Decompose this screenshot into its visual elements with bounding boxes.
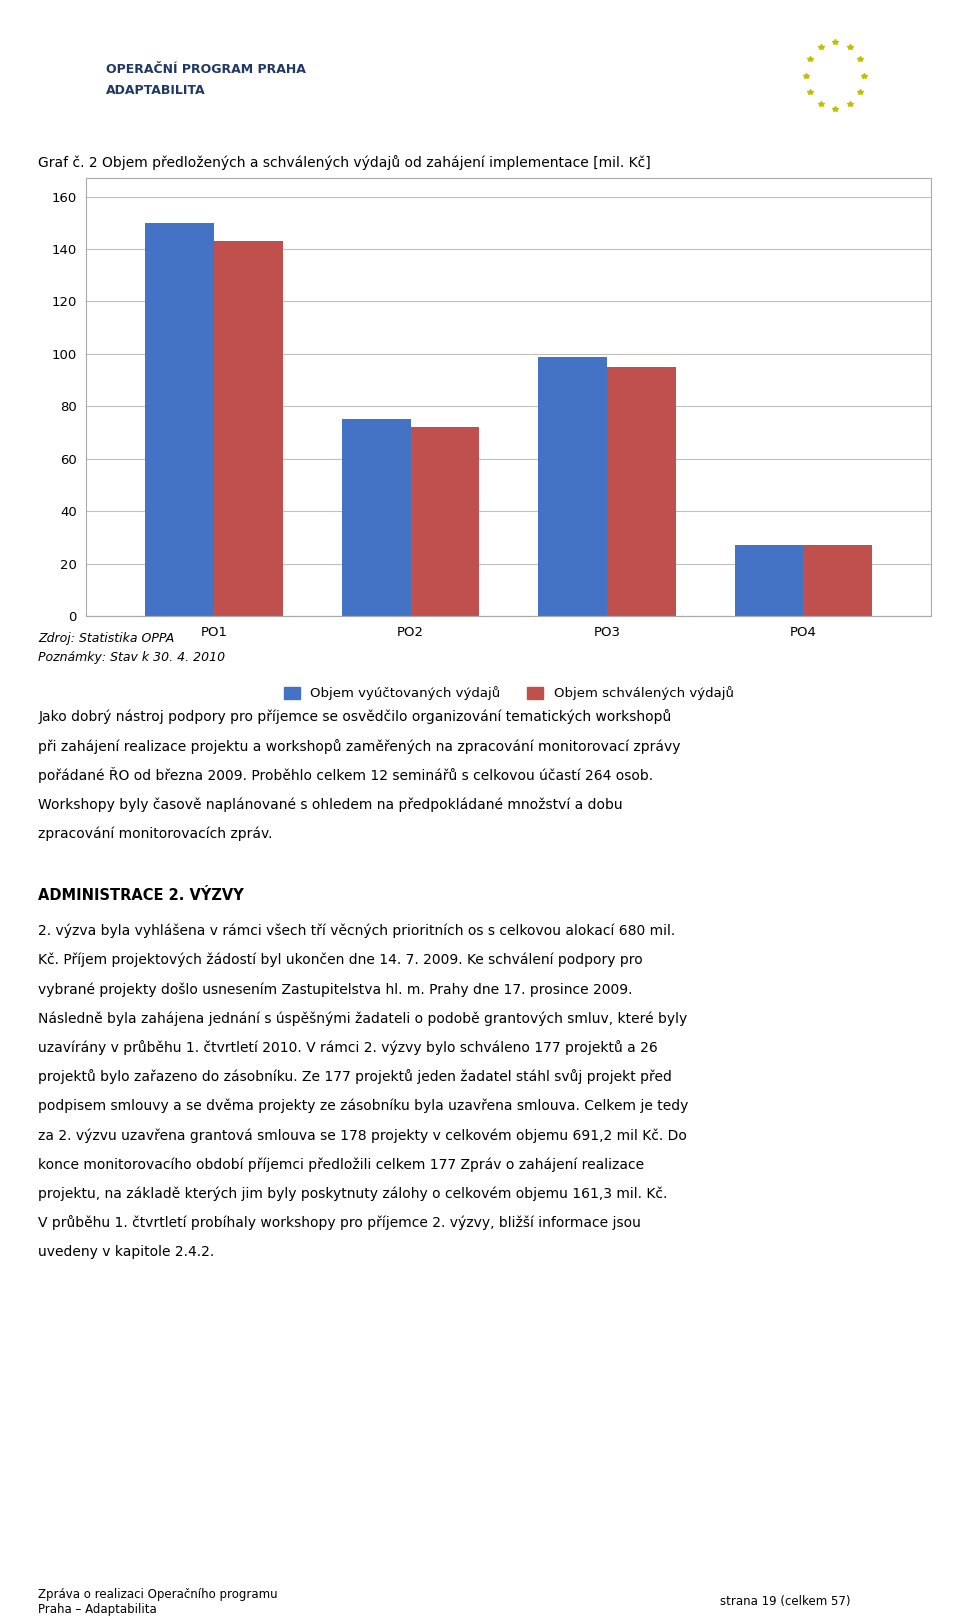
Text: 2. výzva byla vyhlášena v rámci všech tří věcných prioritních os s celkovou alok: 2. výzva byla vyhlášena v rámci všech tř… xyxy=(38,924,676,939)
Text: uzavírány v průběhu 1. čtvrtletí 2010. V rámci 2. výzvy bylo schváleno 177 proje: uzavírány v průběhu 1. čtvrtletí 2010. V… xyxy=(38,1041,659,1055)
Text: konce monitorovacího období příjemci předložili celkem 177 Zpráv o zahájení real: konce monitorovacího období příjemci pře… xyxy=(38,1157,644,1172)
Bar xyxy=(214,242,283,616)
Text: Kč. Příjem projektových žádostí byl ukončen dne 14. 7. 2009. Ke schválení podpor: Kč. Příjem projektových žádostí byl ukon… xyxy=(38,953,643,968)
Text: Graf č. 2 Objem předložených a schválených výdajů od zahájení implementace [mil.: Graf č. 2 Objem předložených a schválený… xyxy=(38,154,651,170)
Text: Zdroj: Statistika OPPA: Zdroj: Statistika OPPA xyxy=(38,632,175,645)
Text: OPP: OPP xyxy=(37,42,70,57)
Text: OPERAČNÍ PROGRAM PRAHA: OPERAČNÍ PROGRAM PRAHA xyxy=(106,63,305,76)
Text: PRA|G: PRA|G xyxy=(725,118,754,128)
Text: za 2. výzvu uzavřena grantová smlouva se 178 projekty v celkovém objemu 691,2 mi: za 2. výzvu uzavřena grantová smlouva se… xyxy=(38,1128,687,1143)
Text: EVROPSKÁ UNIE: EVROPSKÁ UNIE xyxy=(807,113,863,120)
Bar xyxy=(539,357,607,616)
Bar xyxy=(411,428,479,616)
Text: projektů bylo zařazeno do zásobníku. Ze 177 projektů jeden žadatel stáhl svůj pr: projektů bylo zařazeno do zásobníku. Ze … xyxy=(38,1070,672,1084)
Text: při zahájení realizace projektu a workshopů zaměřených na zpracování monitorovac: při zahájení realizace projektu a worksh… xyxy=(38,739,681,754)
Text: ADAPTABILITA: ADAPTABILITA xyxy=(106,84,205,97)
Text: vybrané projekty došlo usnesením Zastupitelstva hl. m. Prahy dne 17. prosince 20: vybrané projekty došlo usnesením Zastupi… xyxy=(38,982,633,997)
Text: ADMINISTRACE 2. VÝZVY: ADMINISTRACE 2. VÝZVY xyxy=(38,888,244,903)
Bar xyxy=(607,366,676,616)
Text: projektu, na základě kterých jim byly poskytnuty zálohy o celkovém objemu 161,3 : projektu, na základě kterých jim byly po… xyxy=(38,1187,668,1201)
Text: strana 19 (celkem 57): strana 19 (celkem 57) xyxy=(720,1595,851,1608)
Bar xyxy=(145,222,214,616)
Text: Poznámky: Stav k 30. 4. 2010: Poznámky: Stav k 30. 4. 2010 xyxy=(38,652,226,665)
Bar xyxy=(734,545,804,616)
Bar xyxy=(804,545,873,616)
Text: Jako dobrý nástroj podpory pro příjemce se osvědčilo organizování tematických wo: Jako dobrý nástroj podpory pro příjemce … xyxy=(38,710,672,725)
Text: pořádané ŘO od března 2009. Proběhlo celkem 12 seminářů s celkovou účastí 264 os: pořádané ŘO od března 2009. Proběhlo cel… xyxy=(38,767,654,783)
Text: A: A xyxy=(48,73,60,88)
Text: Workshopy byly časově naplánované s ohledem na předpokládané množství a dobu: Workshopy byly časově naplánované s ohle… xyxy=(38,798,623,812)
Text: Následně byla zahájena jednání s úspěšnými žadateli o podobě grantových smluv, k: Následně byla zahájena jednání s úspěšný… xyxy=(38,1012,687,1026)
Legend: Objem vyúčtovaných výdajů, Objem schválených výdajů: Objem vyúčtovaných výdajů, Objem schvále… xyxy=(278,681,739,705)
Text: PRA|GUE: PRA|GUE xyxy=(718,70,760,79)
Text: Praha – Adaptabilita: Praha – Adaptabilita xyxy=(38,1603,157,1616)
Text: PRA|HA: PRA|HA xyxy=(722,45,756,55)
Text: V průběhu 1. čtvrtletí probíhaly workshopy pro příjemce 2. výzvy, bližší informa: V průběhu 1. čtvrtletí probíhaly worksho… xyxy=(38,1216,641,1230)
Text: zpracování monitorovacích zpráv.: zpracování monitorovacích zpráv. xyxy=(38,827,273,841)
Text: Zpráva o realizaci Operačního programu: Zpráva o realizaci Operačního programu xyxy=(38,1589,278,1602)
Bar xyxy=(342,420,411,616)
Text: uvedeny v kapitole 2.4.2.: uvedeny v kapitole 2.4.2. xyxy=(38,1245,215,1260)
Text: podpisem smlouvy a se dvěma projekty ze zásobníku byla uzavřena smlouva. Celkem : podpisem smlouvy a se dvěma projekty ze … xyxy=(38,1099,688,1114)
Text: PRA|GA: PRA|GA xyxy=(722,94,756,104)
